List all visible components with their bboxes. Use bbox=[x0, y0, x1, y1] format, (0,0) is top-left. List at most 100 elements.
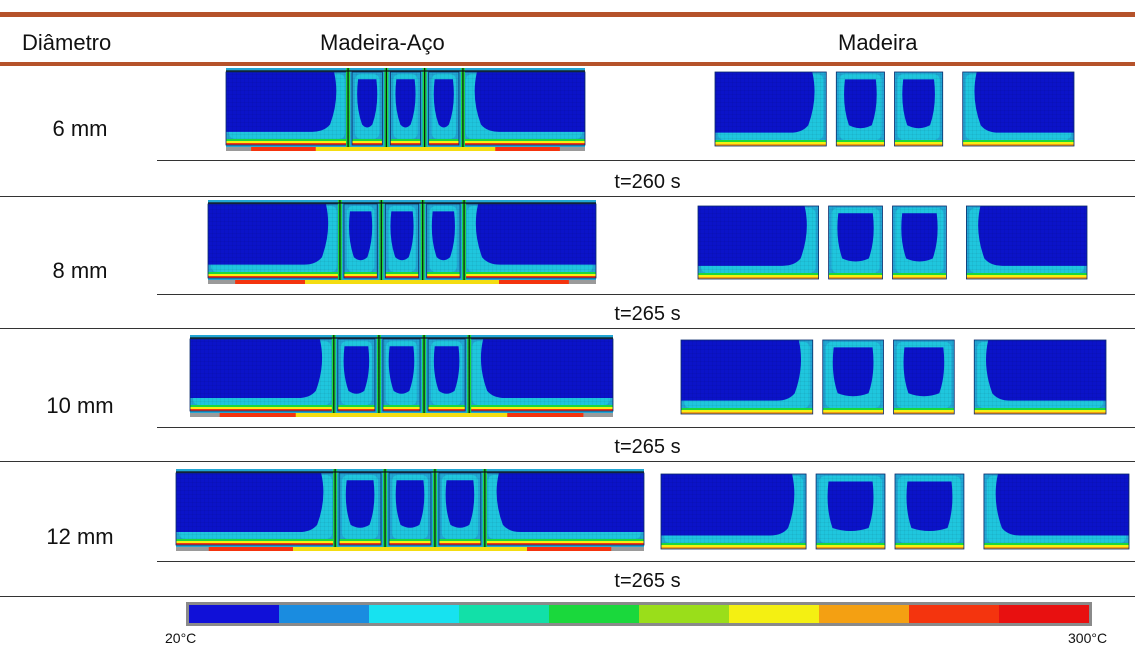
wood-middle-2-layer-yellow bbox=[893, 410, 955, 412]
wood-side-right-layer-hot bbox=[962, 144, 1074, 146]
wood-middle-2-layer-green bbox=[895, 543, 964, 545]
row-4-thermal-svg bbox=[175, 469, 1130, 551]
steel-middle-2-mesh bbox=[389, 473, 431, 545]
legend-swatch-2 bbox=[279, 605, 369, 623]
steel-side-right-layer-yellow bbox=[484, 541, 644, 543]
wood-side-right-layer-green bbox=[983, 543, 1129, 545]
steel-side-right bbox=[463, 203, 597, 279]
wood-steel-assembly bbox=[175, 469, 645, 551]
wood-side-left-layer-green bbox=[681, 408, 813, 410]
wood-side-left-layer-green bbox=[661, 543, 807, 545]
wood-assembly bbox=[660, 473, 1130, 550]
wood-side-left-layer-hot bbox=[681, 412, 813, 414]
steel-middle-1-layer-yellow bbox=[343, 274, 378, 276]
wood-middle-2 bbox=[893, 339, 955, 415]
wood-middle-2 bbox=[892, 205, 947, 280]
row-2-time: t=265 s bbox=[614, 303, 681, 325]
steel-middle-3-outline bbox=[427, 338, 466, 412]
steel-middle-1-layer-hot bbox=[352, 143, 383, 145]
wood-middle-1-layer-yellow bbox=[816, 545, 885, 547]
steel-gray-right bbox=[559, 147, 585, 151]
steel-side-right-layer-hot bbox=[469, 409, 613, 411]
wood-middle-1 bbox=[828, 205, 883, 280]
wood-middle-1-layer-yellow bbox=[828, 275, 883, 277]
steel-side-right-layer-yellow bbox=[464, 274, 596, 276]
steel-middle-3-layer-yellow bbox=[438, 541, 481, 543]
steel-middle-2-layer-yellow bbox=[390, 141, 421, 143]
wood-side-left bbox=[680, 339, 814, 415]
steel-bottom-warm bbox=[315, 147, 496, 151]
steel-side-right bbox=[484, 472, 645, 546]
wood-middle-2-layer-hot bbox=[894, 144, 943, 146]
steel-middle-1 bbox=[351, 71, 383, 146]
wood-middle-2-layer-green bbox=[892, 273, 947, 275]
row-2-separator bbox=[157, 294, 1135, 295]
steel-middle-1-layer-hot bbox=[339, 543, 382, 545]
steel-middle-1-mesh bbox=[352, 72, 383, 145]
steel-gray-left bbox=[176, 547, 209, 551]
steel-middle-2-layer-green bbox=[382, 405, 421, 407]
legend-swatch-1 bbox=[189, 605, 279, 623]
wood-middle-1-layer-hot bbox=[822, 412, 884, 414]
steel-middle-1-layer-yellow bbox=[339, 541, 382, 543]
steel-middle-3-layer-green bbox=[428, 139, 459, 141]
wood-middle-1 bbox=[835, 71, 885, 147]
row-3-thermal-svg bbox=[189, 335, 1107, 417]
steel-middle-3-layer-yellow bbox=[426, 274, 461, 276]
wood-middle-1-outline bbox=[822, 339, 884, 415]
wood-side-right-mesh bbox=[974, 340, 1106, 414]
steel-middle-1-layer-yellow bbox=[352, 141, 383, 143]
wood-middle-2-layer-green bbox=[894, 140, 943, 142]
wood-middle-2-outline bbox=[894, 71, 944, 147]
wood-middle-2-mesh bbox=[894, 72, 943, 146]
steel-side-left-layer-green bbox=[226, 139, 349, 141]
wood-side-right bbox=[966, 205, 1088, 280]
row-4-figures bbox=[160, 462, 1135, 559]
steel-middle-1-outline bbox=[338, 472, 382, 546]
steel-middle-1-mesh bbox=[343, 204, 378, 278]
steel-gray-left bbox=[208, 280, 236, 284]
wood-middle-1-layer-hot bbox=[816, 547, 885, 549]
steel-middle-3-layer-green bbox=[438, 539, 481, 541]
wood-side-left-layer-yellow bbox=[715, 142, 827, 144]
wood-side-left bbox=[714, 71, 827, 147]
wood-middle-1-outline bbox=[828, 205, 883, 280]
wood-side-left-mesh bbox=[715, 72, 827, 146]
wood-middle-1-mesh bbox=[828, 206, 883, 279]
row-2-figures bbox=[160, 197, 1135, 292]
wood-middle-1 bbox=[815, 473, 886, 550]
steel-middle-2-mesh bbox=[385, 204, 419, 278]
steel-middle-2-layer-green bbox=[389, 539, 431, 541]
row-2-thermal-svg bbox=[207, 200, 1088, 284]
steel-middle-3 bbox=[428, 71, 460, 146]
steel-middle-3-layer-green bbox=[428, 405, 466, 407]
legend-swatch-5 bbox=[549, 605, 639, 623]
wood-middle-1-mesh bbox=[822, 340, 884, 414]
wood-side-left-layer-hot bbox=[715, 144, 827, 146]
row-1-separator bbox=[157, 160, 1135, 161]
wood-side-left-layer-yellow bbox=[698, 275, 819, 277]
wood-assembly bbox=[697, 205, 1088, 280]
steel-middle-2-mesh bbox=[390, 72, 421, 145]
wood-side-left-mesh bbox=[661, 474, 807, 549]
header-rule bbox=[0, 62, 1135, 66]
wood-middle-2-outline bbox=[894, 473, 965, 550]
steel-middle-2 bbox=[389, 71, 422, 146]
legend-swatch-8 bbox=[819, 605, 909, 623]
steel-middle-2 bbox=[384, 203, 420, 279]
row-1-thermal-svg bbox=[225, 68, 1075, 151]
wood-middle-1-layer-green bbox=[836, 140, 885, 142]
wood-side-right-layer-green bbox=[966, 273, 1087, 275]
steel-middle-3-layer-yellow bbox=[428, 141, 459, 143]
row-3-figures bbox=[160, 329, 1135, 425]
wood-middle-2-layer-yellow bbox=[895, 545, 964, 547]
wood-side-right-outline bbox=[983, 473, 1130, 550]
steel-side-right-layer-green bbox=[469, 405, 613, 407]
steel-side-right-layer-hot bbox=[462, 143, 585, 145]
steel-side-left-mesh bbox=[190, 339, 334, 411]
steel-gray-right bbox=[568, 280, 596, 284]
steel-middle-3 bbox=[427, 338, 466, 412]
steel-middle-3-layer-hot bbox=[428, 409, 466, 411]
wood-side-right-layer-yellow bbox=[962, 142, 1074, 144]
wood-middle-1 bbox=[822, 339, 884, 415]
